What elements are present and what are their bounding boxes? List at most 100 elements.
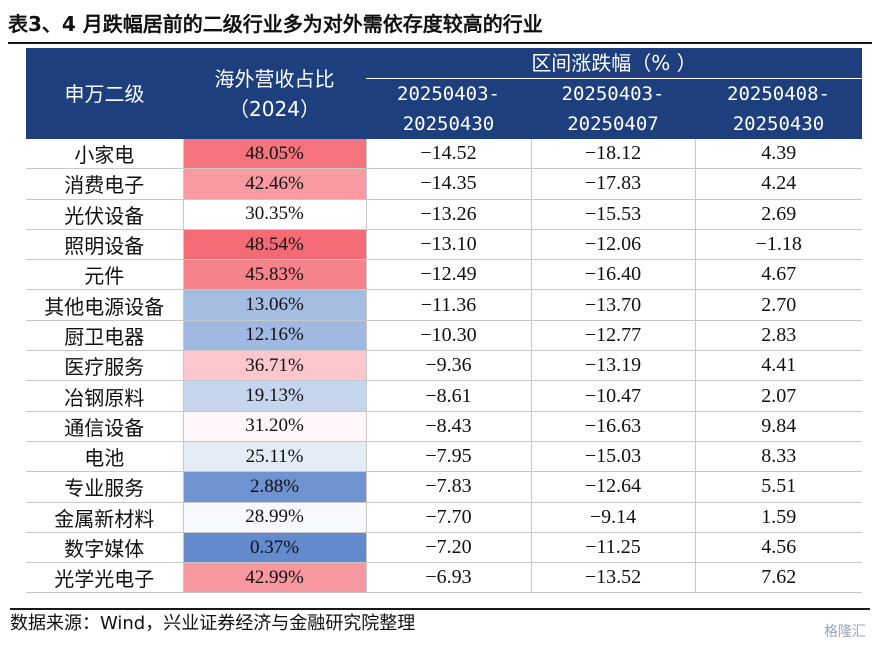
change-0408-0430-cell: 4.67 bbox=[695, 259, 862, 291]
table-row: 电池 25.11% −7.95 −15.03 8.33 bbox=[26, 441, 862, 473]
change-0403-0407-cell: −17.83 bbox=[531, 168, 696, 200]
table-row: 金属新材料 28.99% −7.70 −9.14 1.59 bbox=[26, 502, 862, 533]
header-share-line2: （2024） bbox=[229, 96, 320, 121]
table-row: 数字媒体 0.37% −7.20 −11.25 4.56 bbox=[26, 532, 862, 564]
header-period-start: 20250403- bbox=[397, 83, 500, 105]
change-0403-0407-cell: −10.47 bbox=[531, 380, 696, 412]
change-0408-0430-cell: 4.41 bbox=[695, 350, 862, 382]
change-0403-0407-cell: −13.52 bbox=[531, 562, 696, 594]
change-0403-0407-cell: −15.53 bbox=[531, 199, 696, 230]
change-0408-0430-cell: 9.84 bbox=[695, 411, 862, 442]
table-row: 通信设备 31.20% −8.43 −16.63 9.84 bbox=[26, 411, 862, 442]
table-row: 照明设备 48.54% −13.10 −12.06 −1.18 bbox=[26, 229, 862, 261]
change-0403-0430-cell: −7.20 bbox=[366, 532, 532, 564]
industry-name-cell: 医疗服务 bbox=[26, 350, 184, 382]
change-0403-0430-cell: −7.70 bbox=[366, 502, 532, 533]
overseas-share-cell: 0.37% bbox=[182, 532, 367, 564]
industry-name-cell: 其他电源设备 bbox=[26, 289, 184, 321]
header-period-end: 20250430 bbox=[402, 113, 495, 135]
industry-name-cell: 数字媒体 bbox=[26, 532, 184, 564]
change-0408-0430-cell: 2.69 bbox=[695, 199, 862, 230]
table-row: 元件 45.83% −12.49 −16.40 4.67 bbox=[26, 259, 862, 291]
watermark-logo: 格隆汇 bbox=[824, 624, 866, 640]
header-period-1: 20250403- 20250430 bbox=[366, 78, 531, 139]
industry-name-cell: 小家电 bbox=[26, 139, 184, 170]
change-0408-0430-cell: 4.56 bbox=[695, 532, 862, 564]
overseas-share-cell: 13.06% bbox=[182, 289, 367, 321]
header-period-2: 20250403- 20250407 bbox=[531, 78, 695, 139]
change-0403-0430-cell: −7.83 bbox=[366, 471, 532, 503]
industry-name-cell: 光伏设备 bbox=[26, 199, 184, 230]
change-0403-0430-cell: −6.93 bbox=[366, 562, 532, 594]
table-row: 厨卫电器 12.16% −10.30 −12.77 2.83 bbox=[26, 320, 862, 352]
overseas-share-cell: 19.13% bbox=[182, 380, 367, 412]
industry-name-cell: 冶钢原料 bbox=[26, 380, 184, 412]
change-0403-0407-cell: −16.40 bbox=[531, 259, 696, 291]
change-0403-0407-cell: −12.64 bbox=[531, 471, 696, 503]
change-0403-0430-cell: −10.30 bbox=[366, 320, 532, 352]
change-0408-0430-cell: 8.33 bbox=[695, 441, 862, 473]
table-row: 专业服务 2.88% −7.83 −12.64 5.51 bbox=[26, 471, 862, 503]
table-row: 小家电 48.05% −14.52 −18.12 4.39 bbox=[26, 139, 862, 170]
change-0408-0430-cell: 7.62 bbox=[695, 562, 862, 594]
change-0403-0430-cell: −12.49 bbox=[366, 259, 532, 291]
overseas-share-cell: 25.11% bbox=[182, 441, 367, 473]
table-title: 表3、4 月跌幅居前的二级行业多为对外需依存度较高的行业 bbox=[8, 6, 872, 44]
header-interval-change: 区间涨跌幅（% ） bbox=[366, 48, 862, 79]
change-0403-0430-cell: −9.36 bbox=[366, 350, 532, 382]
change-0403-0430-cell: −8.61 bbox=[366, 380, 532, 412]
overseas-share-cell: 45.83% bbox=[182, 259, 367, 291]
industry-name-cell: 金属新材料 bbox=[26, 502, 184, 533]
change-0403-0430-cell: −13.26 bbox=[366, 199, 532, 230]
header-period-end: 20250407 bbox=[567, 113, 659, 135]
header-period-start: 20250403- bbox=[561, 83, 665, 105]
overseas-share-cell: 30.35% bbox=[182, 199, 367, 230]
industry-name-cell: 消费电子 bbox=[26, 168, 184, 200]
change-0403-0430-cell: −14.35 bbox=[366, 168, 532, 200]
overseas-share-cell: 48.05% bbox=[182, 139, 367, 170]
change-0403-0407-cell: −15.03 bbox=[531, 441, 696, 473]
change-0408-0430-cell: 2.70 bbox=[695, 289, 862, 321]
header-period-end: 20250430 bbox=[732, 113, 825, 135]
table-row: 其他电源设备 13.06% −11.36 −13.70 2.70 bbox=[26, 289, 862, 321]
change-0408-0430-cell: 4.24 bbox=[695, 168, 862, 200]
header-industry: 申万二级 bbox=[26, 48, 183, 139]
change-0408-0430-cell: 2.83 bbox=[695, 320, 862, 352]
header-overseas-share: 海外营收占比 （2024） bbox=[183, 48, 366, 139]
change-0403-0430-cell: −14.52 bbox=[366, 139, 532, 170]
industry-name-cell: 照明设备 bbox=[26, 229, 184, 261]
table-row: 光学光电子 42.99% −6.93 −13.52 7.62 bbox=[26, 562, 862, 594]
table-row: 消费电子 42.46% −14.35 −17.83 4.24 bbox=[26, 168, 862, 200]
table-row: 冶钢原料 19.13% −8.61 −10.47 2.07 bbox=[26, 380, 862, 412]
overseas-share-cell: 2.88% bbox=[182, 471, 367, 503]
change-0403-0407-cell: −13.19 bbox=[531, 350, 696, 382]
change-0408-0430-cell: 4.39 bbox=[695, 139, 862, 170]
change-0408-0430-cell: 2.07 bbox=[695, 380, 862, 412]
industry-table: 申万二级 海外营收占比 （2024） 区间涨跌幅（% ） 20250403- 20… bbox=[26, 48, 862, 594]
change-0403-0407-cell: −11.25 bbox=[531, 532, 696, 564]
header-share-line1: 海外营收占比 bbox=[214, 66, 335, 91]
change-0403-0407-cell: −12.77 bbox=[531, 320, 696, 352]
industry-name-cell: 元件 bbox=[26, 259, 184, 291]
overseas-share-cell: 36.71% bbox=[182, 350, 367, 382]
change-0403-0430-cell: −11.36 bbox=[366, 289, 532, 321]
source-note: 数据来源：Wind，兴业证券经济与金融研究院整理 bbox=[10, 608, 870, 638]
change-0403-0430-cell: −7.95 bbox=[366, 441, 532, 473]
overseas-share-cell: 42.46% bbox=[182, 168, 367, 200]
change-0403-0407-cell: −18.12 bbox=[531, 139, 696, 170]
overseas-share-cell: 42.99% bbox=[182, 562, 367, 594]
change-0403-0407-cell: −12.06 bbox=[531, 229, 696, 261]
overseas-share-cell: 31.20% bbox=[182, 411, 367, 442]
table-row: 医疗服务 36.71% −9.36 −13.19 4.41 bbox=[26, 350, 862, 382]
change-0408-0430-cell: −1.18 bbox=[695, 229, 862, 261]
table-row: 光伏设备 30.35% −13.26 −15.53 2.69 bbox=[26, 199, 862, 230]
change-0408-0430-cell: 1.59 bbox=[695, 502, 862, 533]
overseas-share-cell: 12.16% bbox=[182, 320, 367, 352]
industry-name-cell: 厨卫电器 bbox=[26, 320, 184, 352]
industry-name-cell: 专业服务 bbox=[26, 471, 184, 503]
overseas-share-cell: 28.99% bbox=[182, 502, 367, 533]
industry-name-cell: 通信设备 bbox=[26, 411, 184, 442]
industry-name-cell: 光学光电子 bbox=[26, 562, 184, 594]
change-0403-0430-cell: −13.10 bbox=[366, 229, 532, 261]
change-0403-0430-cell: −8.43 bbox=[366, 411, 532, 442]
